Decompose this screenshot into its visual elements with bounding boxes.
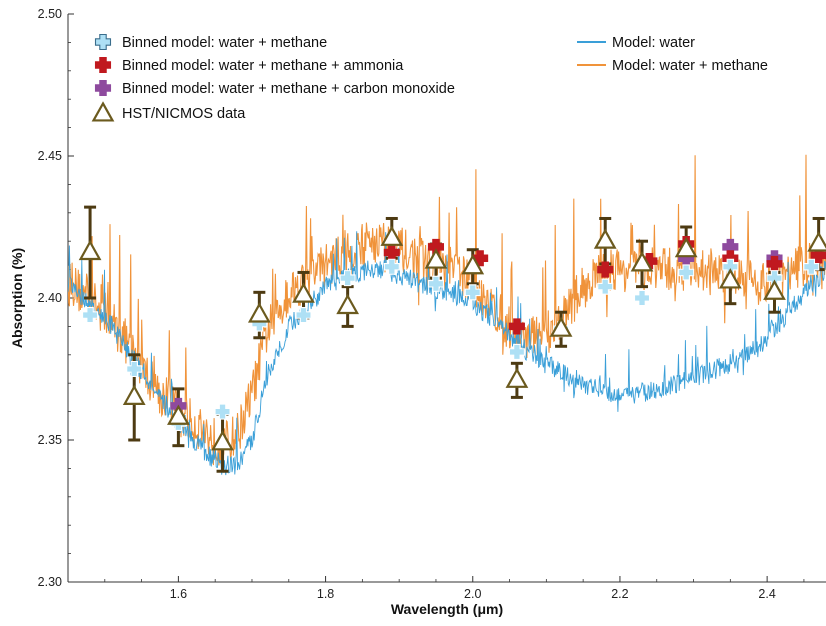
legend-label: HST/NICMOS data — [122, 106, 246, 122]
legend-item-binned-water-methane: Binned model: water + methane — [94, 33, 327, 51]
hst-data-point — [211, 430, 234, 451]
x-axis-title: Wavelength (μm) — [391, 601, 503, 617]
axes-group: 2.30 2.35 2.40 2.45 2.50 1.6 1.8 2.0 2.2 2.4 — [38, 7, 826, 601]
y-tick-label: 2.50 — [38, 7, 62, 21]
legend-label: Binned model: water + methane + ammonia — [122, 58, 404, 74]
legend-marker — [94, 56, 112, 74]
markers-layer — [78, 205, 826, 473]
hst-data-point — [505, 367, 529, 388]
hst-data-point — [674, 236, 698, 258]
binned-water-methane-point — [464, 284, 481, 301]
model-water-line — [68, 231, 826, 476]
legend-item-model-water-methane: Model: water + methane — [577, 58, 768, 74]
y-tick-label: 2.40 — [38, 291, 62, 305]
x-tick-label: 2.4 — [758, 587, 775, 601]
legend-item-binned-co: Binned model: water + methane + carbon m… — [94, 79, 455, 97]
legend-item-model-water: Model: water — [577, 35, 695, 51]
hst-data-point — [763, 279, 786, 300]
legend-label: Binned model: water + methane + carbon m… — [122, 81, 455, 97]
hst-data-point — [247, 302, 271, 323]
hst-data-point — [807, 231, 826, 252]
binned-water-methane-point — [126, 360, 143, 378]
x-tick-label: 1.6 — [170, 587, 187, 601]
hst-data-point — [78, 239, 102, 261]
binned-water-methane-point — [82, 306, 99, 324]
binned-water-methane-point — [508, 343, 525, 361]
binned-water-methane-point — [803, 258, 820, 275]
y-axis-title: Absorption (%) — [9, 248, 25, 348]
binned-water-methane-point — [427, 275, 445, 292]
legend-label: Binned model: water + methane — [122, 35, 327, 51]
legend-item-binned-ammonia: Binned model: water + methane + ammonia — [94, 56, 404, 74]
hst-data-point — [461, 253, 485, 275]
binned-water-methane-point — [383, 258, 400, 275]
binned-water-methane-point — [597, 278, 614, 295]
binned-water-methane-point — [339, 270, 356, 287]
legend-item-hst: HST/NICMOS data — [91, 101, 246, 122]
binned-water-methane-point — [295, 306, 312, 324]
binned-water-methane-point — [633, 289, 651, 307]
binned-water-methane-point — [678, 264, 695, 281]
binned-ammonia-point — [597, 261, 614, 278]
y-tick-label: 2.30 — [38, 575, 62, 589]
binned-ammonia-point — [810, 247, 826, 264]
legend-label: Model: water + methane — [612, 58, 768, 74]
hst-data-point — [122, 384, 146, 405]
hst-data-point — [380, 225, 404, 246]
hst-data-point — [593, 228, 617, 249]
legend: Binned model: water + methane Binned mode… — [91, 33, 768, 122]
hst-data-point — [167, 404, 190, 425]
legend-marker — [91, 101, 115, 122]
hst-data-point — [718, 268, 742, 289]
y-tick-label: 2.45 — [38, 149, 62, 163]
x-tick-label: 2.0 — [464, 587, 481, 601]
hst-data-point — [292, 282, 315, 303]
hst-data-point — [336, 293, 360, 315]
legend-marker — [94, 33, 112, 51]
binned-ammonia-point — [508, 318, 525, 335]
x-tick-label: 2.2 — [611, 587, 628, 601]
legend-label: Model: water — [612, 35, 695, 51]
hst-data-point — [549, 316, 573, 337]
series-layer — [68, 154, 826, 476]
hst-data-point — [424, 248, 448, 269]
y-tick-label: 2.35 — [38, 433, 62, 447]
binned-water-methane-point — [214, 403, 231, 420]
legend-marker — [94, 79, 112, 97]
hst-data-point — [630, 251, 654, 272]
x-tick-label: 1.8 — [317, 587, 334, 601]
